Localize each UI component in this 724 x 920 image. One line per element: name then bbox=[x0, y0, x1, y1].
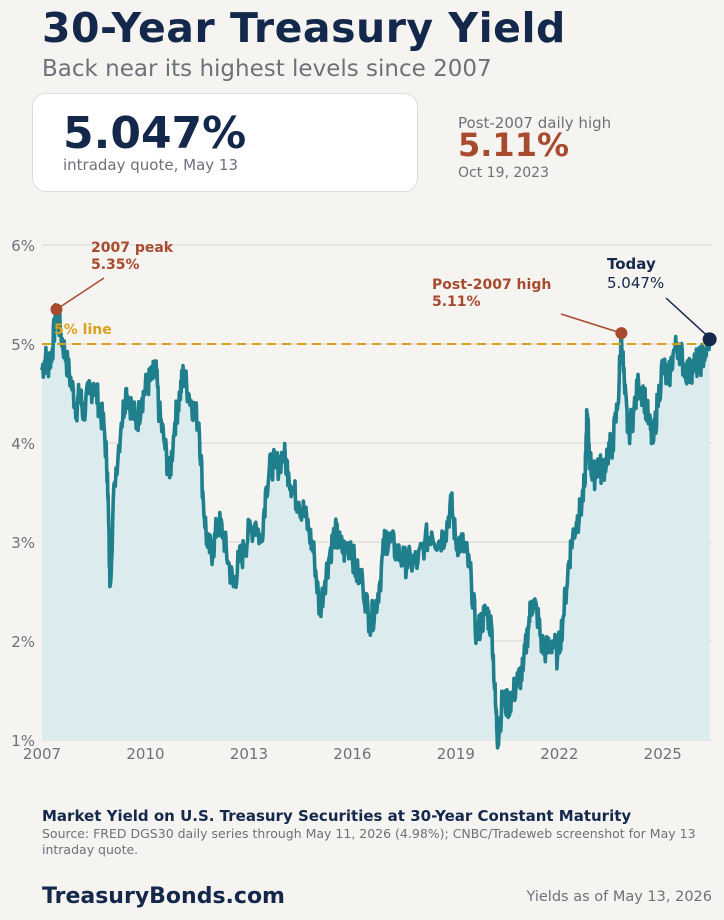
as-of-date: Yields as of May 13, 2026 bbox=[526, 889, 712, 905]
peak-2007-leader bbox=[56, 277, 105, 310]
x-tick-label: 2022 bbox=[540, 745, 578, 763]
post-2007-high-date: Oct 19, 2023 bbox=[458, 165, 549, 181]
y-tick-label: 1% bbox=[11, 732, 35, 750]
y-tick-label: 2% bbox=[11, 633, 35, 651]
x-tick-label: 2013 bbox=[230, 745, 268, 763]
brand-logo-text: TreasuryBonds.com bbox=[42, 884, 285, 909]
post-2007-high-annotation-value: 5.11% bbox=[432, 294, 481, 310]
post-2007-high-value: 5.11% bbox=[458, 126, 570, 164]
today-label: Today bbox=[607, 255, 656, 273]
y-tick-label: 6% bbox=[11, 237, 35, 255]
x-tick-label: 2016 bbox=[333, 745, 371, 763]
x-tick-label: 2010 bbox=[126, 745, 164, 763]
five-percent-label: 5% line bbox=[54, 322, 112, 338]
page-title: 30-Year Treasury Yield bbox=[42, 4, 566, 52]
today-marker bbox=[702, 332, 717, 347]
post-2007-high-annotation-label: Post-2007 high bbox=[432, 277, 551, 293]
peak-2007-marker bbox=[50, 303, 63, 316]
quote-value: 5.047% bbox=[63, 108, 247, 159]
quote-caption: intraday quote, May 13 bbox=[63, 156, 238, 174]
quote-card: 5.047% intraday quote, May 13 bbox=[32, 93, 418, 192]
peak-2007-value: 5.35% bbox=[91, 257, 140, 273]
yield-line bbox=[40, 303, 712, 750]
y-tick-label: 5% bbox=[11, 336, 35, 354]
y-tick-label: 3% bbox=[11, 534, 35, 552]
y-tick-label: 4% bbox=[11, 435, 35, 453]
page-subtitle: Back near its highest levels since 2007 bbox=[42, 56, 492, 82]
today-leader bbox=[665, 297, 707, 335]
x-tick-label: 2007 bbox=[23, 745, 61, 763]
yield-area bbox=[42, 304, 710, 748]
post-2007-high-marker bbox=[615, 327, 628, 340]
post-2007-high-label: Post-2007 daily high bbox=[458, 114, 612, 132]
today-value: 5.047% bbox=[607, 274, 664, 292]
x-tick-label: 2025 bbox=[644, 745, 682, 763]
chart-description-title: Market Yield on U.S. Treasury Securities… bbox=[42, 807, 632, 825]
source-note: Source: FRED DGS30 daily series through … bbox=[42, 826, 696, 857]
peak-2007-label: 2007 peak bbox=[91, 240, 174, 256]
x-tick-label: 2019 bbox=[437, 745, 475, 763]
post-2007-high-leader bbox=[560, 313, 622, 334]
